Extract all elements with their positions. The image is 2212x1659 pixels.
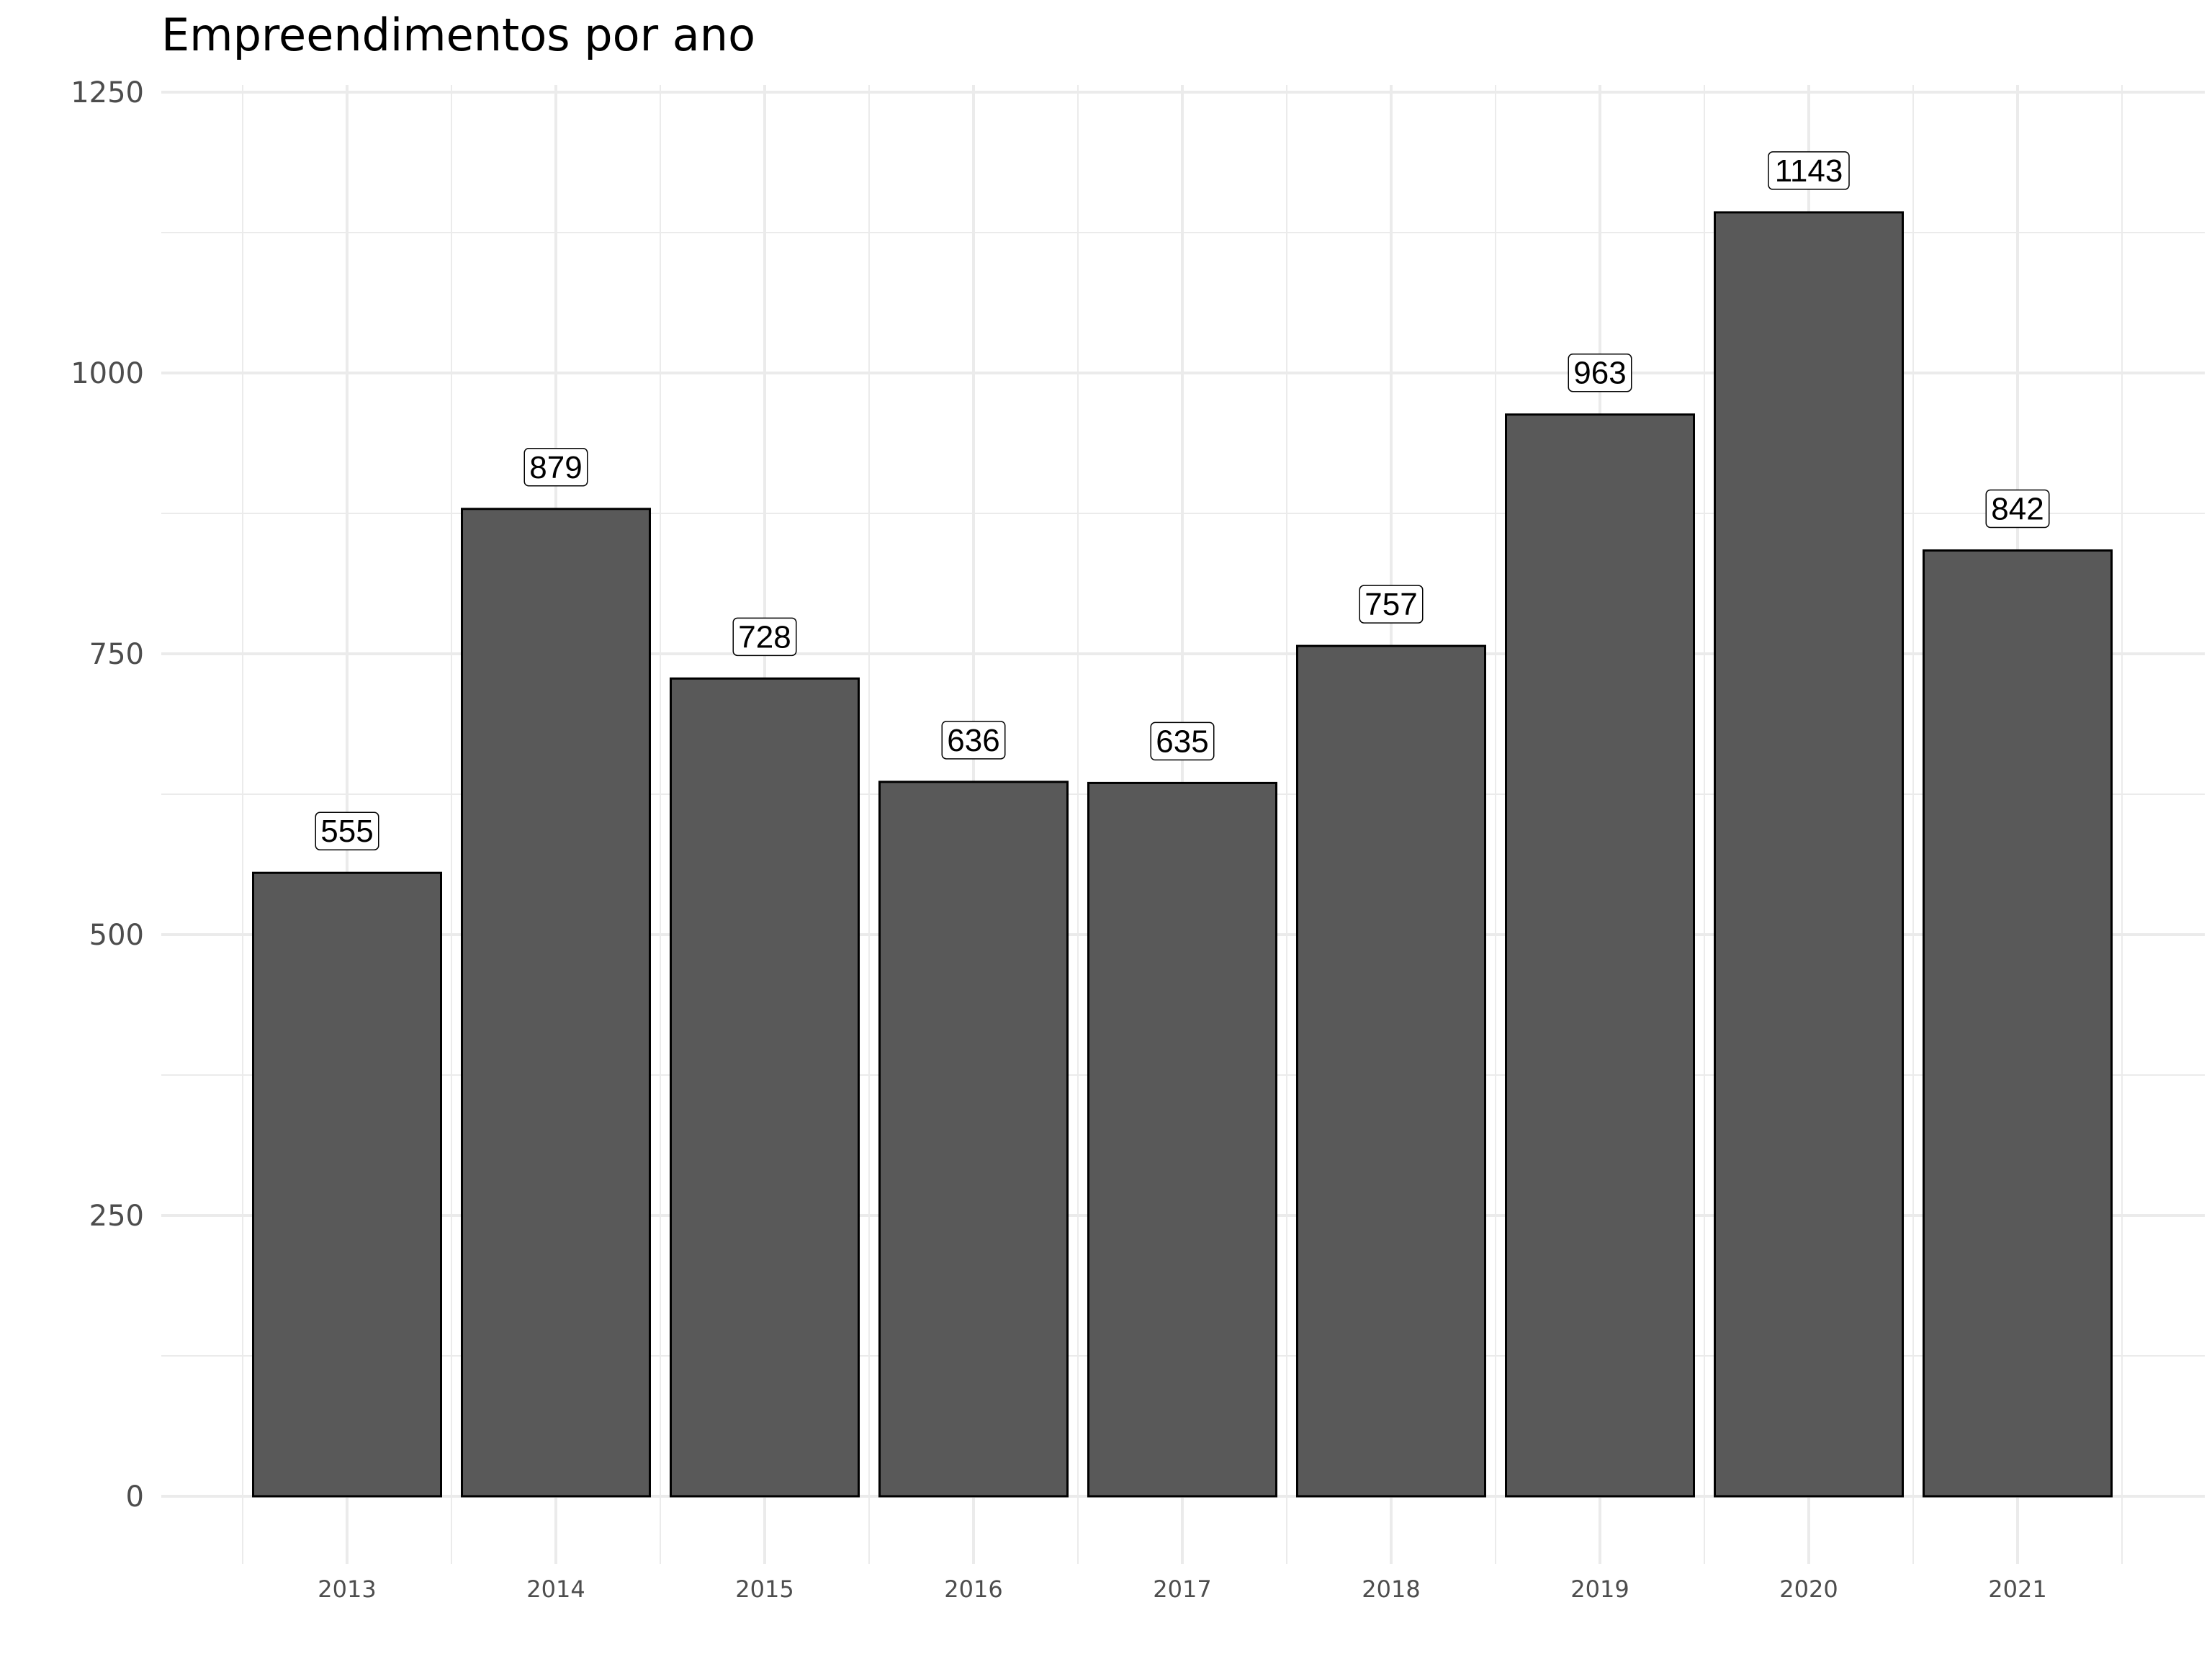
- data-label-text: 879: [529, 450, 582, 485]
- x-tick-label: 2014: [526, 1575, 585, 1603]
- x-tick-label: 2015: [735, 1575, 793, 1603]
- data-label-text: 555: [320, 814, 373, 849]
- data-label-2020: 1143: [1768, 151, 1850, 190]
- bars: [252, 211, 2113, 1498]
- data-label-2017: 635: [1150, 721, 1215, 761]
- y-tick-label: 1250: [71, 76, 144, 109]
- y-tick-label: 750: [89, 638, 144, 671]
- bar-2018: [1296, 644, 1486, 1498]
- y-tick-label: 1000: [71, 357, 144, 390]
- data-label-2014: 879: [523, 448, 588, 487]
- x-tick-label: 2021: [1988, 1575, 2046, 1603]
- x-tick-label: 2016: [944, 1575, 1002, 1603]
- data-label-text: 963: [1573, 356, 1626, 391]
- bar-2017: [1087, 781, 1277, 1498]
- data-label-box: [1359, 585, 1424, 624]
- bar-2016: [878, 781, 1069, 1498]
- data-label-2021: 842: [1985, 489, 2050, 529]
- data-label-2013: 555: [315, 811, 379, 850]
- data-label-2016: 636: [941, 721, 1006, 760]
- x-tick-label: 2017: [1153, 1575, 1211, 1603]
- bar-2019: [1505, 413, 1695, 1498]
- data-label-box: [1150, 721, 1215, 761]
- data-label-box: [732, 617, 797, 657]
- x-tick-label: 2020: [1779, 1575, 1838, 1603]
- chart-title: Empreendimentos por ano: [161, 9, 755, 61]
- x-tick-label: 2013: [318, 1575, 376, 1603]
- data-label-box: [523, 448, 588, 487]
- x-tick-label: 2018: [1362, 1575, 1420, 1603]
- data-label-2019: 963: [1568, 353, 1632, 392]
- data-label-2015: 728: [732, 617, 797, 657]
- data-label-text: 1143: [1775, 153, 1843, 189]
- y-tick-label: 500: [89, 919, 144, 952]
- data-label-box: [941, 721, 1006, 760]
- data-label-box: [1768, 151, 1850, 190]
- data-label-text: 728: [738, 619, 791, 655]
- y-axis: 0 250 500 750 1000 1250: [71, 76, 144, 1514]
- bar-2014: [461, 508, 651, 1498]
- bar-2021: [1923, 549, 2113, 1498]
- data-label-2018: 757: [1359, 585, 1424, 624]
- x-axis: 2013 2014 2015 2016 2017 2018 2019 2020 2021: [318, 1575, 2046, 1603]
- bar-2020: [1714, 211, 1904, 1498]
- data-label-text: 842: [1991, 491, 2044, 526]
- x-tick-label: 2019: [1570, 1575, 1629, 1603]
- data-label-text: 635: [1156, 724, 1208, 759]
- data-labels: 555 879 728 636 635 757 963 1143 842: [315, 151, 2050, 850]
- data-label-text: 757: [1364, 587, 1417, 622]
- data-label-box: [1568, 353, 1632, 392]
- y-tick-label: 250: [89, 1200, 144, 1233]
- y-tick-label: 0: [126, 1480, 144, 1514]
- bar-2015: [670, 677, 860, 1498]
- data-label-text: 636: [947, 723, 999, 758]
- data-label-box: [1985, 489, 2050, 529]
- bar-2013: [252, 871, 442, 1498]
- data-label-box: [315, 811, 379, 850]
